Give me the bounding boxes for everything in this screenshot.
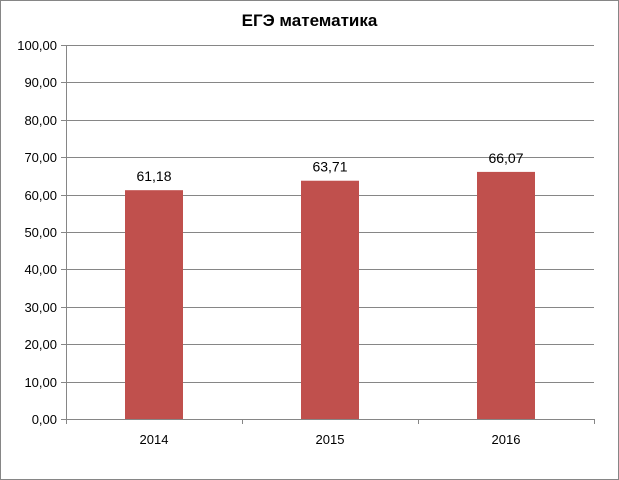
- y-tick-label: 70,00: [24, 150, 57, 165]
- bar-2014: [125, 190, 183, 419]
- data-label: 63,71: [312, 159, 347, 175]
- x-tick-label: 2014: [140, 432, 169, 447]
- data-label: 61,18: [136, 168, 171, 184]
- x-tick-label: 2015: [316, 432, 345, 447]
- y-tick-label: 0,00: [32, 412, 57, 427]
- x-tick-label: 2016: [492, 432, 521, 447]
- y-tick-label: 30,00: [24, 300, 57, 315]
- y-tick-label: 10,00: [24, 375, 57, 390]
- y-tick-label: 20,00: [24, 337, 57, 352]
- bar-2016: [477, 171, 535, 419]
- y-tick-label: 100,00: [17, 38, 57, 53]
- data-label: 66,07: [488, 150, 523, 166]
- bar-2015: [301, 180, 359, 419]
- y-tick-label: 60,00: [24, 188, 57, 203]
- y-tick-label: 90,00: [24, 75, 57, 90]
- chart-title: ЕГЭ математика: [241, 11, 378, 30]
- y-tick-label: 50,00: [24, 225, 57, 240]
- y-tick-label: 40,00: [24, 262, 57, 277]
- y-tick-label: 80,00: [24, 113, 57, 128]
